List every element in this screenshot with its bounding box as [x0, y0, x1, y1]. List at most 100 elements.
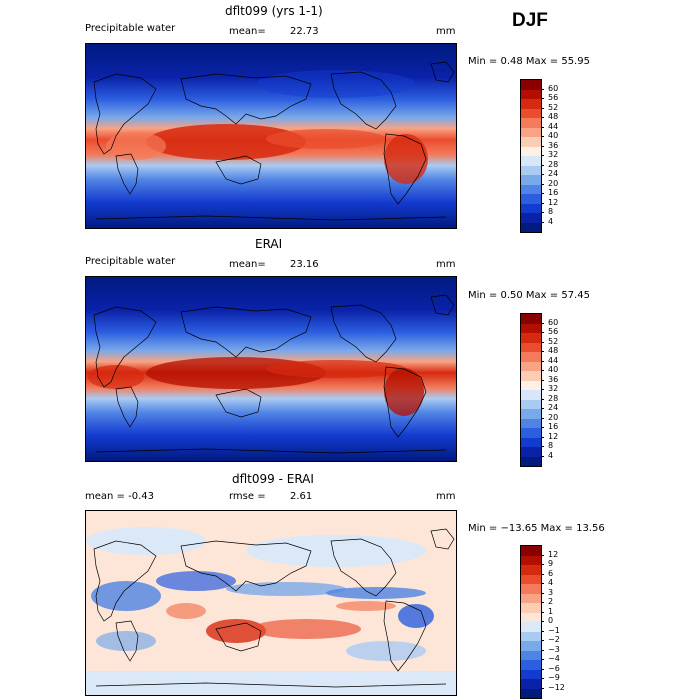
colorbar-swatch [521, 380, 541, 390]
colorbar-tick [541, 145, 544, 147]
colorbar-tick [541, 107, 544, 109]
panel2-map-graphic [86, 277, 456, 461]
colorbar-tick [541, 221, 544, 223]
colorbar-tick [541, 630, 544, 632]
colorbar-tick [541, 360, 544, 362]
panel2-stat-value: 23.16 [290, 259, 319, 270]
colorbar-tick-label: 2 [548, 597, 554, 606]
panel1-left-label: Precipitable water [85, 23, 176, 34]
colorbar-tick-label: 12 [548, 549, 559, 559]
colorbar-tick-label: 28 [548, 159, 559, 169]
panel1-map [85, 43, 457, 229]
panel3-map-graphic [86, 511, 456, 695]
panel3-stat-value: 2.61 [290, 491, 313, 502]
panel1-title: dflt099 (yrs 1-1) [225, 4, 323, 18]
colorbar-tick-label: 60 [548, 83, 559, 93]
colorbar-tick-label: 12 [548, 431, 559, 441]
colorbar-swatch [521, 650, 541, 660]
colorbar-swatch [521, 323, 541, 333]
panel3-title: dflt099 - ERAI [232, 472, 314, 486]
panel1-minmax: Min = 0.48 Max = 55.95 [468, 56, 590, 67]
colorbar-swatch [521, 456, 541, 466]
colorbar-tick-label: 52 [548, 336, 559, 346]
colorbar-tick [541, 427, 544, 428]
colorbar-tick-label: 60 [548, 317, 559, 327]
panel3-units: mm [436, 491, 456, 502]
colorbar-swatch [521, 118, 541, 128]
colorbar-swatch [521, 194, 541, 204]
colorbar-tick-label: 12 [548, 197, 559, 207]
colorbar-swatch [521, 688, 541, 698]
colorbar-tick-label: −6 [548, 663, 560, 673]
colorbar-tick-label: −2 [548, 635, 560, 644]
panel1-stat-value: 22.73 [290, 26, 319, 37]
panel2-title: ERAI [255, 237, 283, 251]
colorbar-tick [541, 408, 544, 409]
panel1-map-graphic [86, 44, 456, 228]
colorbar-tick [541, 417, 544, 419]
colorbar-swatch [521, 399, 541, 409]
colorbar-tick [541, 649, 544, 651]
colorbar-tick-label: 56 [548, 327, 559, 336]
colorbar-swatch [521, 175, 541, 185]
colorbar-tick [541, 183, 544, 185]
colorbar-tick [541, 164, 544, 166]
colorbar-tick-label: −3 [548, 644, 560, 654]
colorbar-swatch [521, 89, 541, 99]
colorbar-tick-label: 28 [548, 393, 559, 403]
colorbar-swatch [521, 418, 541, 428]
colorbar-swatch [521, 428, 541, 438]
panel3-map [85, 510, 457, 696]
colorbar-swatch [521, 546, 541, 556]
colorbar-tick-label: −12 [548, 682, 565, 692]
colorbar-swatch [521, 146, 541, 156]
colorbar-tick [541, 583, 544, 584]
colorbar-tick [541, 659, 544, 660]
colorbar-swatch [521, 156, 541, 166]
colorbar-tick [541, 668, 544, 670]
colorbar-swatch [521, 213, 541, 223]
colorbar-swatch [521, 371, 541, 381]
colorbar-swatch [521, 660, 541, 670]
colorbar-tick-label: 16 [548, 422, 559, 431]
colorbar-tick-label: 16 [548, 188, 559, 197]
panel3-left-label: mean = -0.43 [85, 491, 154, 502]
panel1-colorbar [520, 79, 542, 233]
colorbar-swatch [521, 641, 541, 651]
colorbar-tick [541, 212, 544, 213]
colorbar-tick [541, 88, 544, 90]
colorbar-tick [541, 455, 544, 457]
colorbar-tick [541, 621, 544, 622]
colorbar-swatch [521, 584, 541, 594]
colorbar-tick-label: 52 [548, 102, 559, 112]
colorbar-swatch [521, 137, 541, 147]
colorbar-tick [541, 202, 544, 204]
colorbar-tick-label: −4 [548, 654, 560, 663]
colorbar-swatch [521, 437, 541, 447]
colorbar-swatch [521, 555, 541, 565]
colorbar-tick [541, 573, 544, 575]
colorbar-tick-label: 32 [548, 384, 559, 393]
colorbar-tick-label: 20 [548, 412, 559, 422]
colorbar-tick [541, 332, 544, 333]
colorbar-tick [541, 341, 544, 343]
colorbar-tick-label: 24 [548, 403, 559, 412]
colorbar-tick-label: 56 [548, 93, 559, 102]
colorbar-swatch [521, 390, 541, 400]
colorbar-tick-label: 20 [548, 178, 559, 188]
panel3-minmax: Min = −13.65 Max = 13.56 [468, 523, 605, 534]
colorbar-tick [541, 136, 544, 137]
colorbar-tick-label: 24 [548, 169, 559, 178]
colorbar-tick [541, 640, 544, 641]
colorbar-swatch [521, 679, 541, 689]
colorbar-tick [541, 370, 544, 371]
colorbar-tick [541, 611, 544, 613]
colorbar-swatch [521, 108, 541, 118]
panel2-minmax: Min = 0.50 Max = 57.45 [468, 290, 590, 301]
colorbar-swatch [521, 314, 541, 324]
panel1-units: mm [436, 26, 456, 37]
colorbar-swatch [521, 565, 541, 575]
colorbar-tick-label: 9 [548, 559, 554, 568]
colorbar-tick-label: 4 [548, 450, 554, 460]
colorbar-tick-label: 3 [548, 587, 554, 597]
